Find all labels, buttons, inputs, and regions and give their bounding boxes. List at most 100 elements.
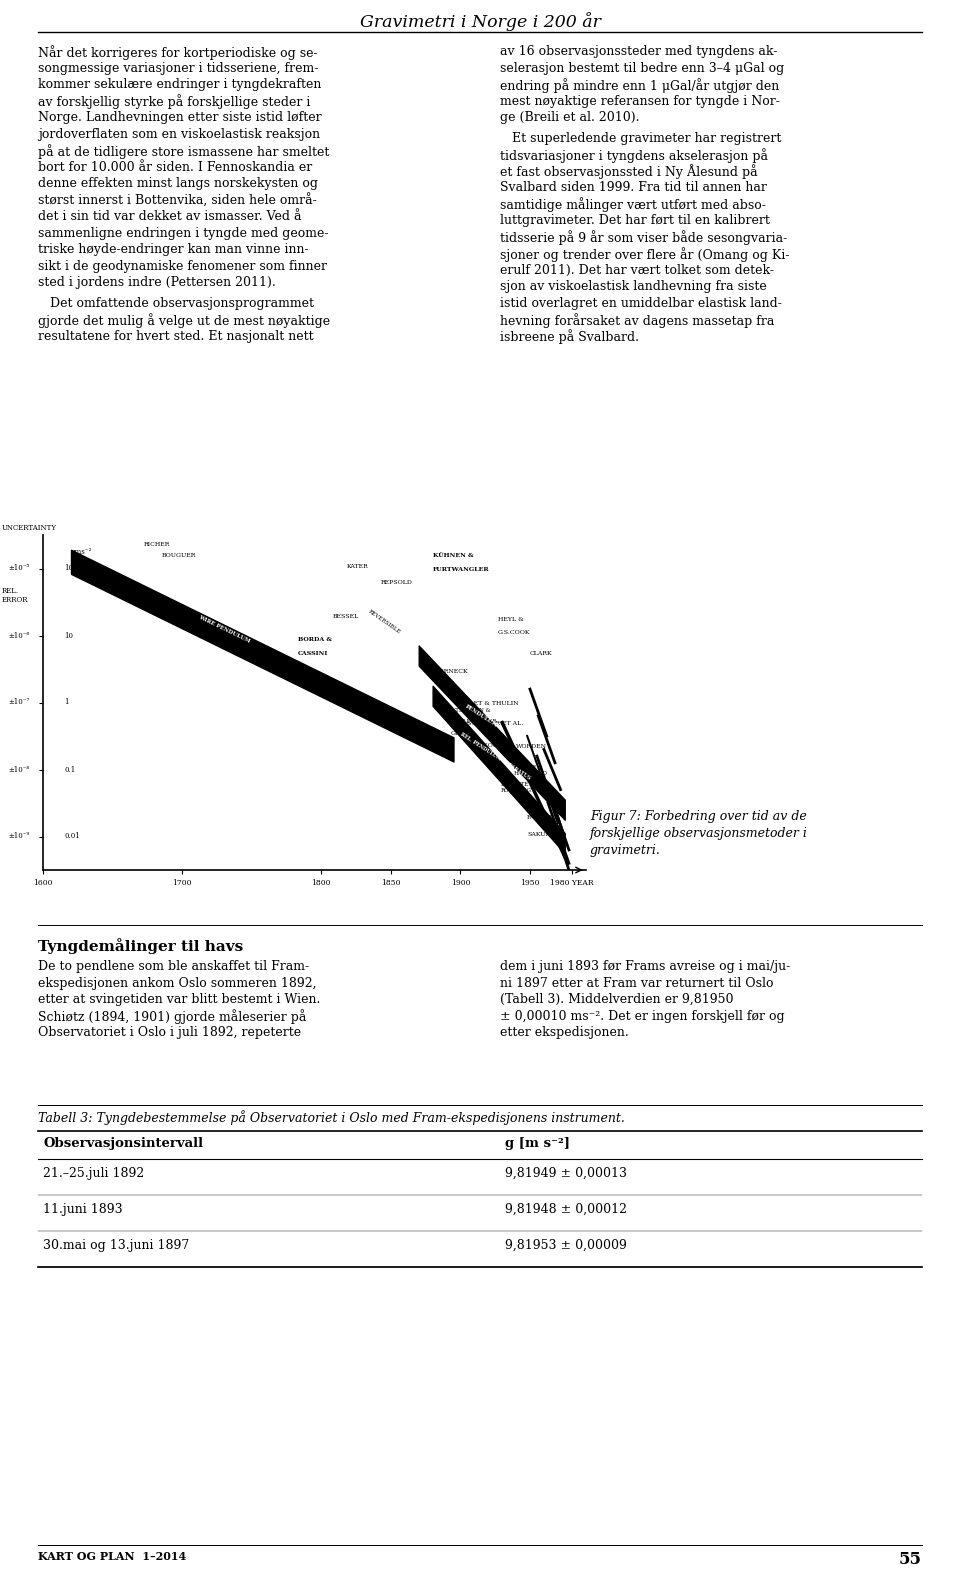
Text: v.THYSSEN &: v.THYSSEN & [450, 707, 491, 713]
Text: denne effekten minst langs norskekysten og: denne effekten minst langs norskekysten … [38, 178, 318, 190]
Text: Gravimetri i Norge i 200 år: Gravimetri i Norge i 200 år [360, 13, 600, 31]
Text: sjoner og trender over flere år (Omang og Ki-: sjoner og trender over flere år (Omang o… [500, 247, 789, 262]
Text: μms⁻²: μms⁻² [71, 548, 92, 556]
Text: erulf 2011). Det har vært tolket som detek-: erulf 2011). Det har vært tolket som det… [500, 264, 774, 276]
Text: ±10⁻⁹: ±10⁻⁹ [8, 833, 30, 840]
Text: det i sin tid var dekket av ismasser. Ved å: det i sin tid var dekket av ismasser. Ve… [38, 211, 301, 223]
Text: g [m s⁻²]: g [m s⁻²] [505, 1137, 570, 1150]
Text: Tabell 3: Tyngdebestemmelse på Observatoriet i Oslo med Fram-ekspedisjonens inst: Tabell 3: Tyngdebestemmelse på Observato… [38, 1111, 625, 1125]
Text: WORDEN: WORDEN [516, 745, 547, 749]
Text: FALLER: FALLER [527, 815, 553, 820]
Text: ±10⁻⁶: ±10⁻⁶ [8, 632, 30, 639]
Text: sjon av viskoelastisk landhevning fra siste: sjon av viskoelastisk landhevning fra si… [500, 280, 767, 294]
Text: etter ekspedisjonen.: etter ekspedisjonen. [500, 1026, 629, 1038]
Text: selerasjon bestemt til bedre enn 3–4 μGal og: selerasjon bestemt til bedre enn 3–4 μGa… [500, 61, 784, 74]
Text: Norge. Landhevningen etter siste istid løfter: Norge. Landhevningen etter siste istid l… [38, 112, 322, 124]
Text: PENDULUM: PENDULUM [465, 704, 498, 729]
Text: Det omfattende observasjonsprogrammet: Det omfattende observasjonsprogrammet [38, 297, 314, 309]
Text: Et superledende gravimeter har registrert: Et superledende gravimeter har registrer… [500, 132, 781, 145]
Text: tidsserie på 9 år som viser både sesongvaria-: tidsserie på 9 år som viser både sesongv… [500, 231, 787, 245]
Text: UNCERTAINTY: UNCERTAINTY [2, 523, 57, 531]
Text: BESSEL: BESSEL [332, 614, 359, 619]
Text: etter at svingetiden var blitt bestemt i Wien.: etter at svingetiden var blitt bestemt i… [38, 993, 321, 1005]
Text: De to pendlene som ble anskaffet til Fram-: De to pendlene som ble anskaffet til Fra… [38, 960, 309, 972]
Text: Svalbard siden 1999. Fra tid til annen har: Svalbard siden 1999. Fra tid til annen h… [500, 181, 767, 193]
Text: GRAF: GRAF [450, 731, 469, 735]
Text: av 16 observasjonssteder med tyngdens ak-: av 16 observasjonssteder med tyngdens ak… [500, 46, 778, 58]
Text: Observasjonsintervall: Observasjonsintervall [43, 1137, 204, 1150]
Text: kommer sekulære endringer i tyngdekraften: kommer sekulære endringer i tyngdekrafte… [38, 79, 322, 91]
Text: ±10⁻⁵: ±10⁻⁵ [8, 564, 30, 572]
Text: KÜHNEN &: KÜHNEN & [433, 553, 473, 558]
Text: 0.1: 0.1 [64, 765, 75, 773]
Text: 100: 100 [64, 564, 78, 572]
Text: et fast observasjonssted i Ny Ålesund på: et fast observasjonssted i Ny Ålesund på [500, 165, 757, 179]
Text: tidsvariasjoner i tyngdens akselerasjon på: tidsvariasjoner i tyngdens akselerasjon … [500, 148, 768, 163]
Text: HEYL &: HEYL & [498, 617, 524, 622]
Text: gjorde det mulig å velge ut de mest nøyaktige: gjorde det mulig å velge ut de mest nøya… [38, 313, 330, 328]
Text: sikt i de geodynamiske fenomener som finner: sikt i de geodynamiske fenomener som fin… [38, 259, 327, 272]
Text: Observatoriet i Oslo i juli 1892, repeterte: Observatoriet i Oslo i juli 1892, repete… [38, 1026, 301, 1038]
Text: songmessige variasjoner i tidsseriene, frem-: songmessige variasjoner i tidsseriene, f… [38, 61, 319, 74]
Text: LaCOSTE &
ROMBERG: LaCOSTE & ROMBERG [501, 782, 535, 793]
Text: 0.01: 0.01 [64, 833, 80, 840]
Text: størst innerst i Bottenvika, siden hele områ-: størst innerst i Bottenvika, siden hele … [38, 193, 317, 207]
Text: gravimetri.: gravimetri. [590, 844, 660, 858]
Text: sted i jordens indre (Pettersen 2011).: sted i jordens indre (Pettersen 2011). [38, 276, 276, 289]
Text: CASSINI: CASSINI [298, 650, 328, 655]
Text: RICHER: RICHER [143, 542, 170, 547]
Text: luttgravimeter. Det har ført til en kalibrert: luttgravimeter. Det har ført til en kali… [500, 214, 770, 226]
Text: 9,81953 ± 0,00009: 9,81953 ± 0,00009 [505, 1240, 627, 1252]
Text: triske høyde-endringer kan man vinne inn-: triske høyde-endringer kan man vinne inn… [38, 244, 308, 256]
Text: REL. GRAVIMETER: REL. GRAVIMETER [514, 754, 546, 798]
Text: ±10⁻⁷: ±10⁻⁷ [8, 699, 30, 707]
Text: ±10⁻⁸: ±10⁻⁸ [8, 765, 30, 773]
Text: FURTWANGLER: FURTWANGLER [433, 567, 490, 572]
Text: REL.
ERROR: REL. ERROR [2, 586, 28, 603]
Text: ekspedisjonen ankom Oslo sommeren 1892,: ekspedisjonen ankom Oslo sommeren 1892, [38, 977, 317, 990]
Text: VOLET & THULIN: VOLET & THULIN [461, 701, 519, 705]
Text: A.H.COOK: A.H.COOK [468, 743, 502, 748]
Text: hevning forårsaket av dagens massetap fra: hevning forårsaket av dagens massetap fr… [500, 313, 775, 328]
Text: mest nøyaktige referansen for tyngde i Nor-: mest nøyaktige referansen for tyngde i N… [500, 94, 780, 107]
Text: KATER: KATER [347, 564, 368, 569]
Text: bort for 10.000 år siden. I Fennoskandia er: bort for 10.000 år siden. I Fennoskandia… [38, 160, 312, 173]
Text: v.STERNECK: v.STERNECK [425, 669, 468, 674]
Text: ge (Breili et al. 2010).: ge (Breili et al. 2010). [500, 112, 639, 124]
Text: REVERSIBLE: REVERSIBLE [367, 610, 401, 635]
Text: CLARK: CLARK [530, 650, 553, 655]
Text: dem i juni 1893 før Frams avreise og i mai/ju-: dem i juni 1893 før Frams avreise og i m… [500, 960, 790, 972]
Text: samtidige målinger vært utført med abso-: samtidige målinger vært utført med abso- [500, 198, 766, 212]
Text: 1: 1 [64, 699, 68, 707]
Text: Når det korrigeres for kortperiodiske og se-: Når det korrigeres for kortperiodiske og… [38, 46, 318, 60]
Text: G.S.COOK: G.S.COOK [498, 630, 531, 636]
Text: 55: 55 [899, 1551, 922, 1568]
Text: (Tabell 3). Middelverdien er 9,81950: (Tabell 3). Middelverdien er 9,81950 [500, 993, 733, 1005]
Text: på at de tidligere store ismassene har smeltet: på at de tidligere store ismassene har s… [38, 145, 329, 159]
Text: FALLER &
HAMMOND: FALLER & HAMMOND [514, 765, 547, 776]
Text: sammenligne endringen i tyngde med geome-: sammenligne endringen i tyngde med geome… [38, 226, 328, 239]
Text: 21.–25.juli 1892: 21.–25.juli 1892 [43, 1167, 144, 1180]
Text: Schiøtz (1894, 1901) gjorde måleserier på: Schiøtz (1894, 1901) gjorde måleserier p… [38, 1010, 306, 1024]
Text: Figur 7: Forbedring over tid av de: Figur 7: Forbedring over tid av de [590, 811, 806, 823]
Text: BORDA &: BORDA & [298, 638, 332, 643]
Text: av forskjellig styrke på forskjellige steder i: av forskjellig styrke på forskjellige st… [38, 94, 310, 110]
Text: SCHLEUSENER: SCHLEUSENER [450, 720, 497, 724]
Text: jordoverflaten som en viskoelastisk reaksjon: jordoverflaten som en viskoelastisk reak… [38, 127, 320, 140]
Text: ni 1897 etter at Fram var returnert til Oslo: ni 1897 etter at Fram var returnert til … [500, 977, 774, 990]
Text: BOUGUER: BOUGUER [161, 553, 196, 558]
Text: resultatene for hvert sted. Et nasjonalt nett: resultatene for hvert sted. Et nasjonalt… [38, 330, 314, 342]
Text: REL. PENDULUM APPARATUS: REL. PENDULUM APPARATUS [459, 732, 531, 781]
Text: endring på mindre enn 1 μGal/år utgjør den: endring på mindre enn 1 μGal/år utgjør d… [500, 79, 780, 93]
Text: Tyngdemålinger til havs: Tyngdemålinger til havs [38, 938, 243, 954]
Text: isbreene på Svalbard.: isbreene på Svalbard. [500, 330, 639, 344]
Text: REPSOLD: REPSOLD [381, 580, 413, 586]
Text: WIRE PENDULUM: WIRE PENDULUM [198, 614, 251, 644]
Text: 9,81948 ± 0,00012: 9,81948 ± 0,00012 [505, 1203, 627, 1216]
Text: SCHÜLER ET AL.: SCHÜLER ET AL. [468, 721, 523, 726]
Text: KART OG PLAN  1–2014: KART OG PLAN 1–2014 [38, 1551, 186, 1562]
Text: istid overlagret en umiddelbar elastisk land-: istid overlagret en umiddelbar elastisk … [500, 297, 781, 309]
Text: SAKUMA: SAKUMA [527, 831, 557, 836]
Text: 9,81949 ± 0,00013: 9,81949 ± 0,00013 [505, 1167, 627, 1180]
Text: 11.juni 1893: 11.juni 1893 [43, 1203, 123, 1216]
